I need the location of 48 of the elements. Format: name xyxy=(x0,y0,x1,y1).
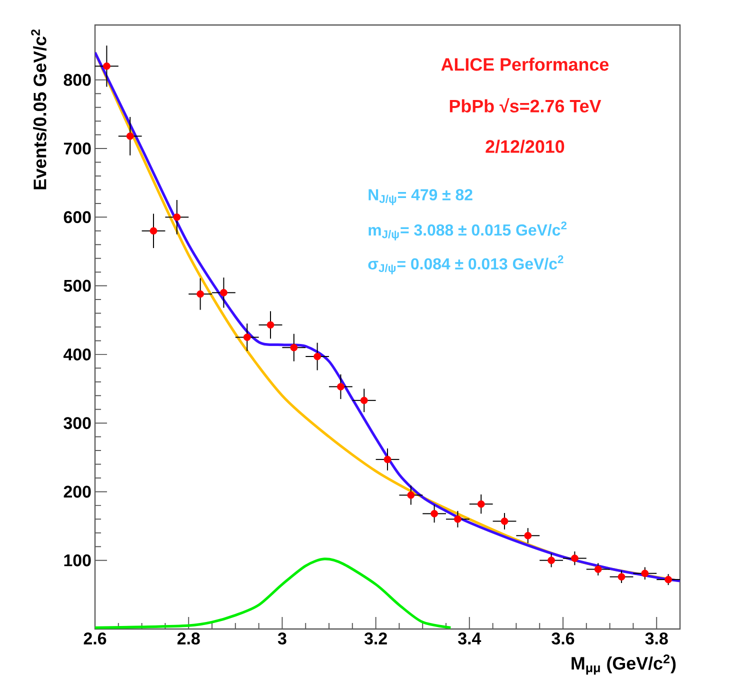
annotation: N$_{J/ψ}$= 479 ± 82 xyxy=(368,189,472,206)
x-axis-title: M$_{μμ}$ (GeV/c$^{2}$) xyxy=(572,654,676,675)
point xyxy=(430,510,438,518)
x-tick-label: 3.4 xyxy=(458,632,482,645)
point xyxy=(407,491,415,499)
point xyxy=(384,456,392,464)
point xyxy=(618,573,626,581)
x-tick-label: 3.6 xyxy=(552,632,574,645)
x-tick-label: 2.8 xyxy=(177,632,200,644)
point xyxy=(524,532,532,540)
point xyxy=(126,132,134,140)
y-tick-label: 500 xyxy=(64,280,91,292)
point xyxy=(196,290,204,298)
x-tick-label: 3.8 xyxy=(645,632,668,645)
line-series xyxy=(95,558,452,629)
point xyxy=(548,556,555,564)
point xyxy=(220,288,228,296)
point xyxy=(103,62,110,70)
point xyxy=(314,352,321,360)
y-tick-label: 800 xyxy=(64,74,91,86)
point xyxy=(266,321,274,329)
point xyxy=(337,383,344,390)
x-tick-label: 3.2 xyxy=(364,632,387,645)
annotation: 2/12/2010 xyxy=(486,140,564,154)
point xyxy=(173,213,181,221)
y-tick-label: 300 xyxy=(64,417,91,430)
annotation: m$_{J/ψ}$= 3.088 ± 0.015 GeV/c$^{2}$ xyxy=(368,221,567,240)
point xyxy=(360,396,368,404)
x-tick-label: 3 xyxy=(278,632,286,645)
x-tick-label: 2.6 xyxy=(84,632,106,644)
point xyxy=(641,570,649,578)
point xyxy=(594,566,602,573)
point xyxy=(243,334,251,341)
annotation: PbPb √s=2.76 TeV xyxy=(450,98,602,113)
y-axis-title: Events/0.05 GeV/c$^{2}$ xyxy=(31,30,46,190)
point xyxy=(290,344,298,352)
y-tick-label: 100 xyxy=(64,554,91,566)
point xyxy=(150,227,158,235)
y-tick-label: 600 xyxy=(64,211,91,224)
annotation: σ$_{J/ψ}$= 0.084 ± 0.013 GeV/c$^{2}$ xyxy=(368,255,564,274)
point xyxy=(571,554,578,562)
y-tick-label: 400 xyxy=(63,348,91,360)
point xyxy=(477,500,485,508)
y-tick-label: 200 xyxy=(64,486,91,498)
y-tick-label: 700 xyxy=(64,142,91,155)
point xyxy=(454,515,462,523)
annotation: ALICE Performance xyxy=(441,58,609,71)
point xyxy=(500,518,508,525)
